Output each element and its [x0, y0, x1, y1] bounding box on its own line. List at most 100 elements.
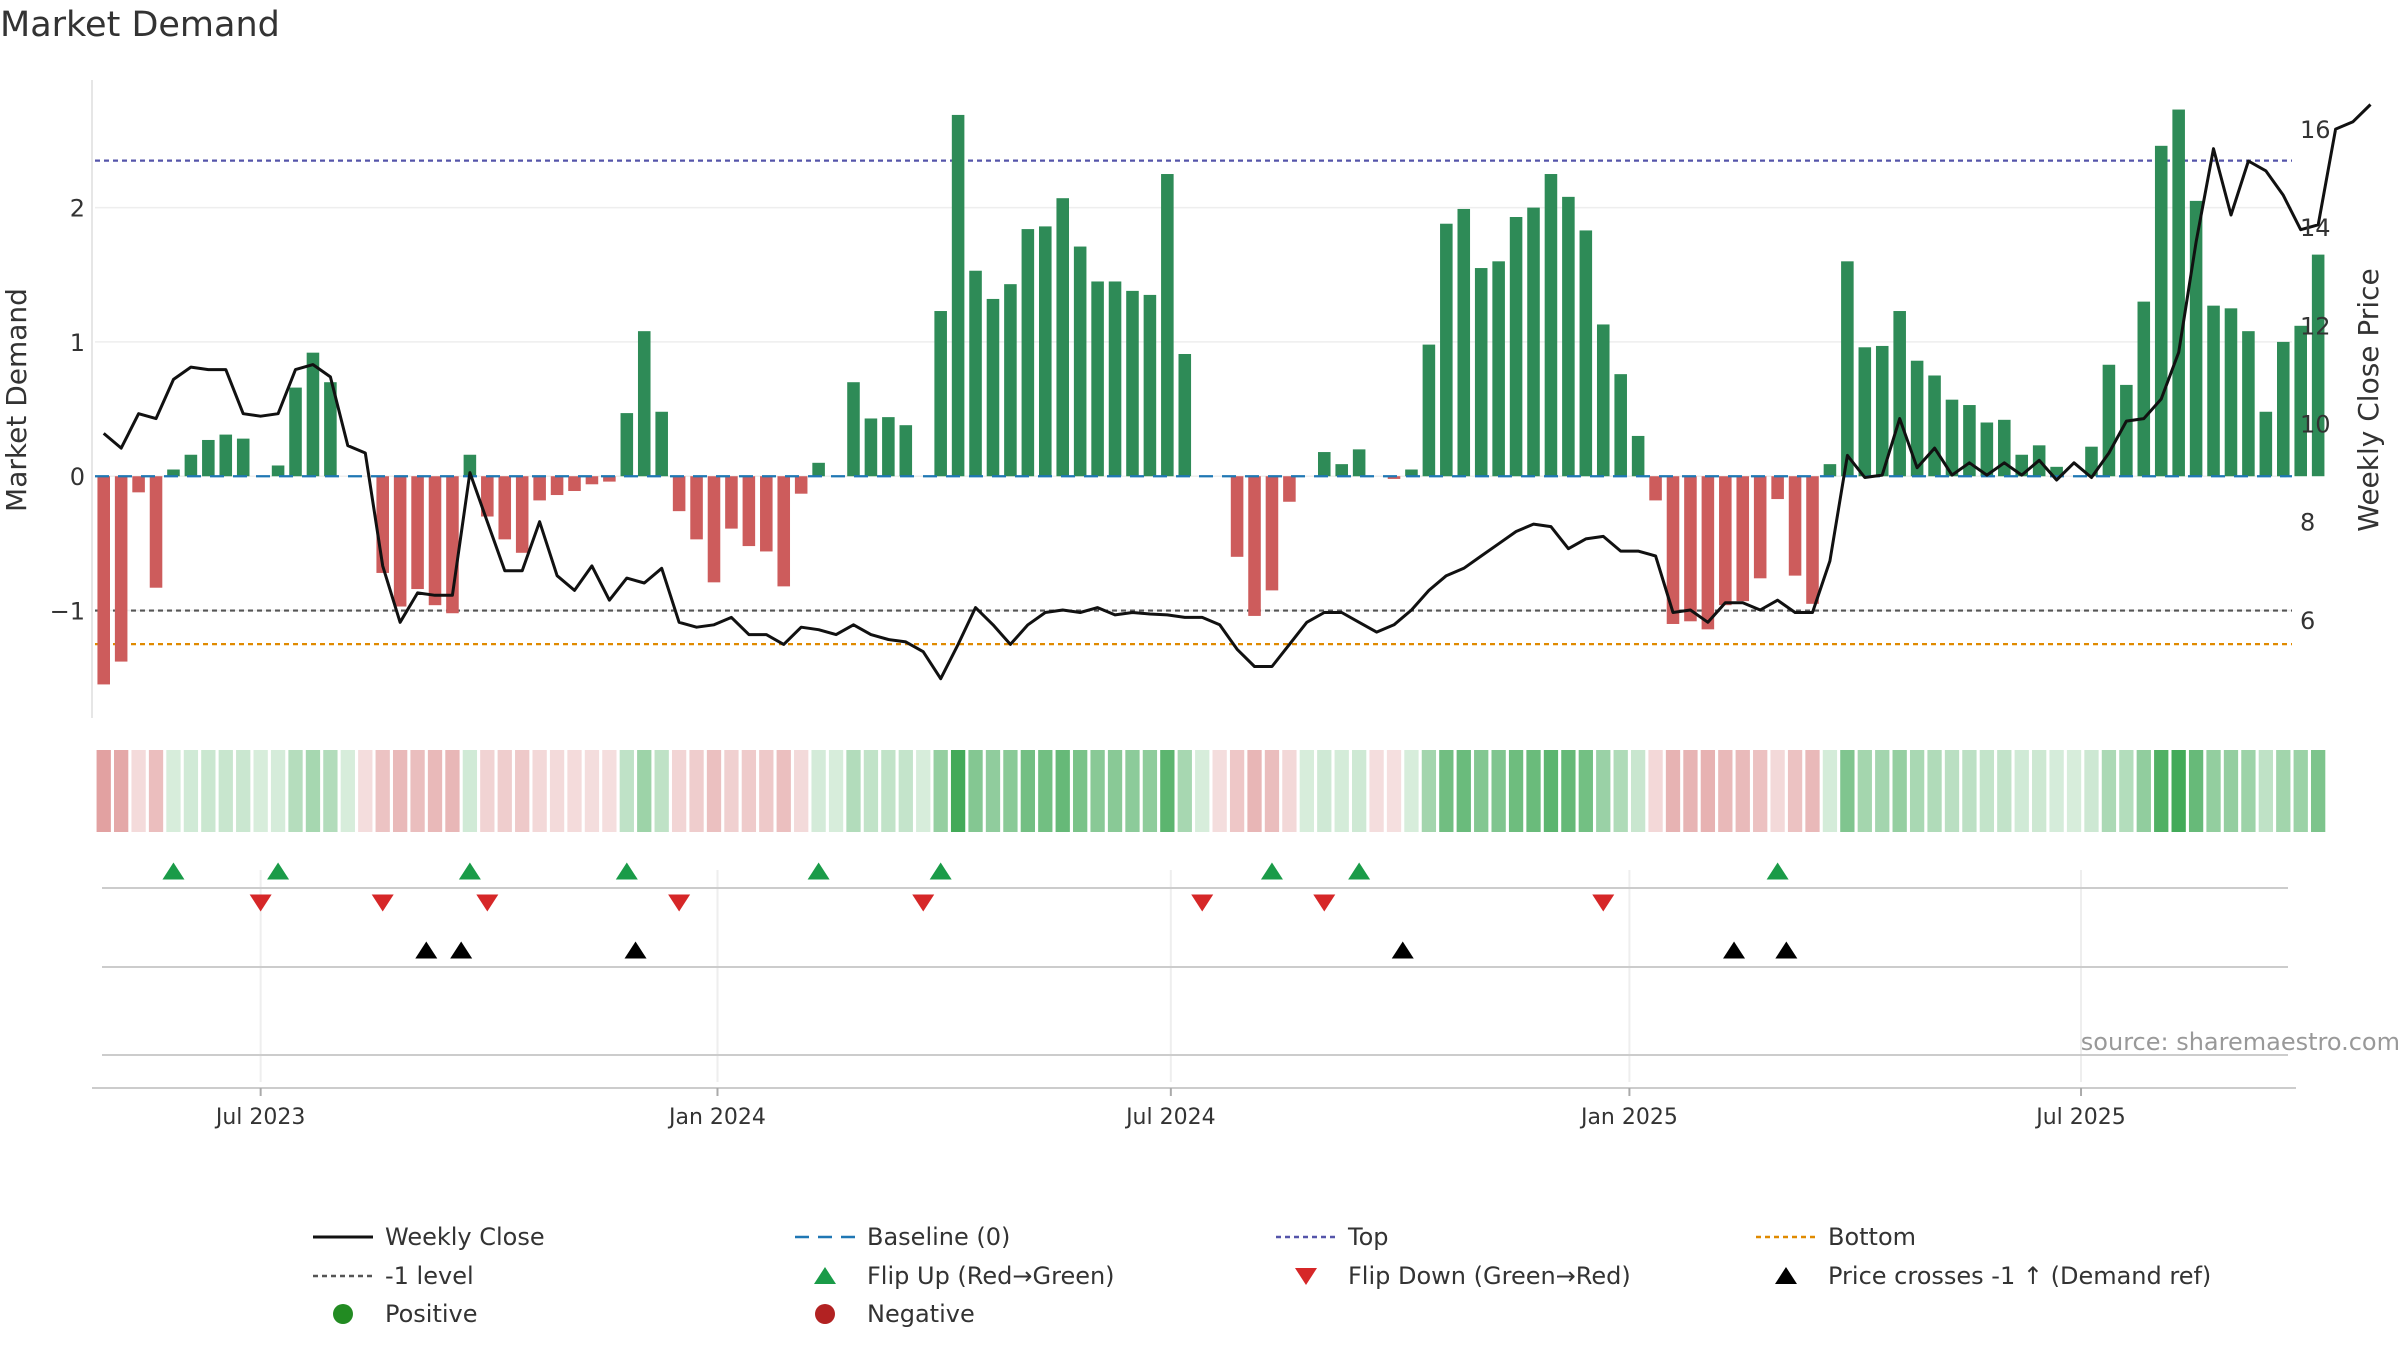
y2-tick-label: 6	[2300, 607, 2315, 635]
demand-bar-positive	[324, 382, 337, 477]
heat-cell	[706, 750, 722, 832]
heat-cell	[2258, 750, 2273, 832]
heat-cell	[654, 750, 669, 832]
y-tick-label: −1	[50, 598, 85, 626]
demand-bar-negative	[1230, 476, 1244, 557]
heat-cell	[1090, 750, 1105, 832]
demand-bar-positive	[847, 382, 860, 477]
heat-cell	[759, 750, 774, 832]
chart-title: Market Demand	[0, 5, 280, 45]
heat-cell	[898, 750, 913, 832]
heat-cell	[96, 750, 111, 832]
demand-bar-negative	[760, 476, 773, 552]
heat-cell	[305, 750, 321, 832]
demand-bar-negative	[515, 476, 529, 553]
y-axis-ticks: −1 0 1 2	[50, 195, 85, 626]
demand-bar-positive	[167, 469, 180, 477]
flip-down-marker	[1191, 894, 1214, 912]
demand-bar-negative	[794, 476, 808, 494]
heat-cell	[2206, 750, 2221, 832]
demand-bar-positive	[2085, 446, 2098, 477]
y2-tick-label: 14	[2300, 214, 2331, 242]
heat-cell	[584, 750, 600, 832]
heat-cell	[2084, 750, 2099, 832]
heat-cell	[671, 750, 687, 832]
heat-cell	[1107, 750, 1123, 832]
demand-bar-positive	[2311, 254, 2325, 477]
demand-bar-negative	[1248, 476, 1261, 616]
heat-cell	[950, 750, 966, 832]
heat-cell	[1997, 750, 2012, 832]
heat-cell	[375, 750, 390, 832]
heat-cell	[1822, 750, 1838, 832]
heat-cell	[1857, 750, 1872, 832]
heat-cell	[811, 750, 826, 832]
heat-cell	[392, 750, 408, 832]
heat-cell	[358, 750, 373, 832]
event-markers	[162, 862, 1798, 959]
demand-bar-positive	[637, 331, 651, 477]
demand-bar-negative	[1283, 476, 1296, 502]
demand-bar-positive	[1841, 261, 1854, 477]
legend-label: Weekly Close	[385, 1223, 545, 1251]
demand-bar-positive	[1352, 449, 1366, 477]
demand-bar-positive	[1126, 290, 1139, 477]
legend-swatch-negative	[815, 1304, 835, 1324]
demand-bar-negative	[550, 476, 564, 496]
heat-cell	[1753, 750, 1768, 832]
demand-bar-positive	[951, 114, 965, 477]
demand-bar-positive	[1562, 196, 1575, 477]
demand-bar-positive	[882, 417, 895, 477]
heat-cell	[532, 750, 547, 832]
demand-bar-negative	[585, 476, 599, 485]
source-credit: source: sharemaestro.com	[2081, 1028, 2400, 1056]
demand-bar-negative	[1788, 476, 1802, 576]
heat-cell	[2119, 750, 2134, 832]
heat-cell	[2032, 750, 2047, 832]
demand-bar-negative	[1736, 476, 1750, 602]
demand-bar-positive	[1492, 261, 1505, 477]
heat-cell	[2188, 750, 2204, 832]
demand-bar-positive	[1178, 354, 1192, 477]
demand-bar-positive	[2172, 109, 2185, 477]
legend-item: -1 level	[313, 1262, 474, 1290]
legend-item: Positive	[333, 1300, 478, 1328]
grid-layer	[95, 206, 2292, 612]
demand-bar-positive	[1910, 360, 1924, 477]
heat-cell	[1125, 750, 1140, 832]
legend-label: Bottom	[1828, 1223, 1916, 1251]
heat-cell	[1596, 750, 1611, 832]
price-cross-marker	[1723, 941, 1746, 959]
heat-cell	[1317, 750, 1332, 832]
legend-label: -1 level	[385, 1262, 474, 1290]
demand-bar-negative	[568, 476, 581, 492]
demand-bar-positive	[1108, 281, 1122, 477]
demand-bar-negative	[533, 476, 546, 501]
heat-cell	[1787, 750, 1803, 832]
flip-down-marker	[668, 894, 691, 912]
demand-bar-negative	[97, 476, 110, 685]
demand-bar-negative	[1387, 476, 1401, 479]
x-tick-label: Jan 2024	[667, 1105, 766, 1130]
y2-tick-label: 16	[2300, 116, 2331, 144]
heat-cell	[1683, 750, 1698, 832]
heat-cell	[846, 750, 861, 832]
flip-down-marker	[371, 894, 394, 912]
flip-up-marker	[162, 862, 185, 880]
demand-bar-positive	[1631, 435, 1645, 477]
heat-cell	[253, 750, 268, 832]
heat-cell	[148, 750, 164, 832]
demand-bar-positive	[2242, 331, 2255, 477]
demand-bar-positive	[1056, 198, 1070, 477]
heat-cell	[881, 750, 896, 832]
reference-lines	[95, 159, 2292, 646]
legend-swatch-flip-down	[1295, 1268, 1317, 1285]
demand-bar-positive	[1945, 399, 1959, 477]
demand-bar-positive	[1335, 464, 1348, 477]
demand-bar-negative	[1649, 476, 1662, 501]
heat-cell	[1020, 750, 1036, 832]
heat-cell	[515, 750, 530, 832]
heat-cell	[2241, 750, 2256, 832]
